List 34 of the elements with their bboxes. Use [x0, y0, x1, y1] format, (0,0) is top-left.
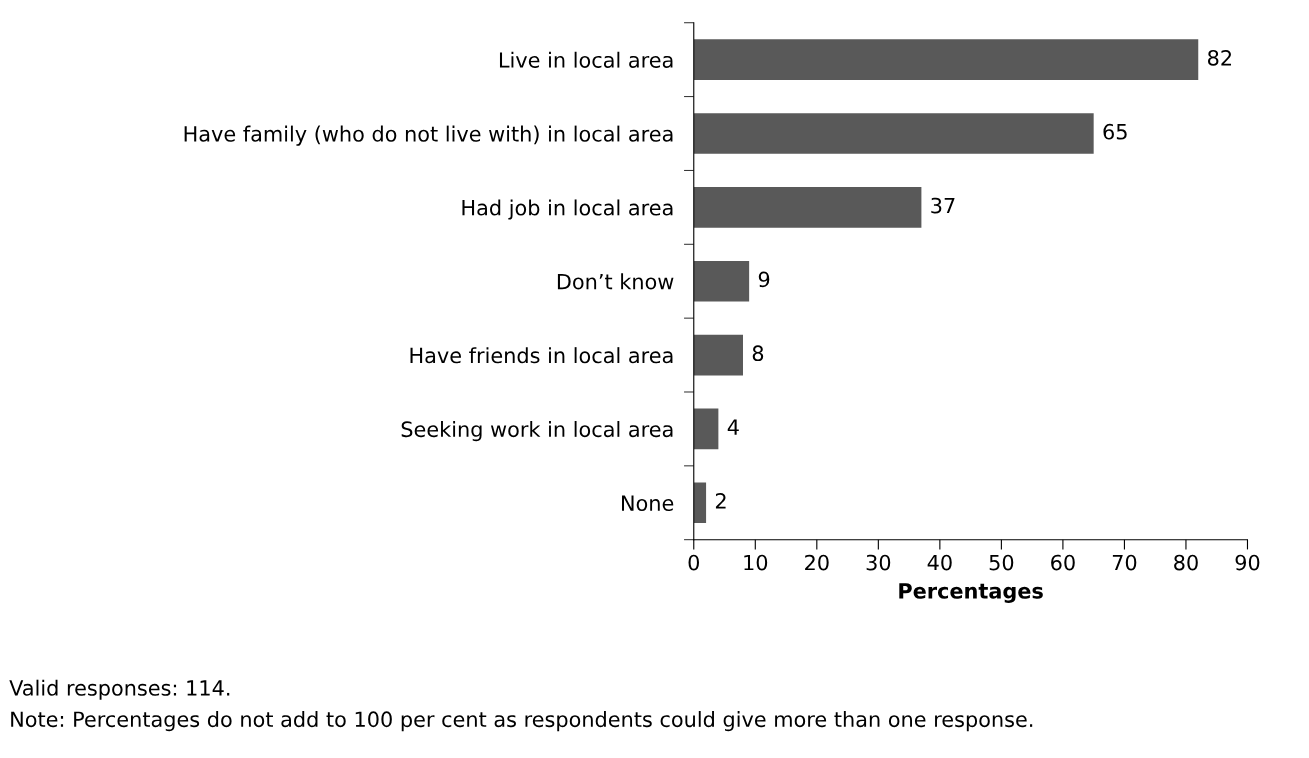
data-label: 82: [1208, 49, 1232, 66]
bar: [693, 39, 1199, 80]
y-tick-label: Have family (who do not live with) in local area: [184, 125, 673, 146]
data-label: 9: [758, 271, 770, 288]
x-tick-label: 90: [1235, 554, 1260, 571]
y-tick-label: Have friends in local area: [410, 347, 673, 364]
data-label: 65: [1103, 123, 1127, 140]
x-axis-title: Percentages: [899, 583, 1043, 603]
text: Note: Percentages do not add to 100 per cent as respondents could give more than one response.: [11, 711, 1033, 732]
bar: [693, 260, 750, 302]
y-tick-label: Live in local area: [499, 51, 673, 68]
y-tick-label: None: [622, 495, 674, 511]
x-tick-label: 80: [1174, 554, 1198, 571]
bar: [693, 408, 719, 450]
bar: [693, 482, 707, 524]
data-label: 37: [931, 197, 955, 214]
text: Valid responses: 114.: [9, 679, 230, 700]
data-label: 4: [727, 419, 739, 435]
x-tick-label: 40: [927, 554, 952, 571]
bar: [693, 187, 922, 228]
bar: [693, 113, 1094, 154]
x-tick-label: 0: [688, 554, 700, 571]
x-tick-label: 20: [805, 554, 829, 571]
bar: [693, 334, 743, 376]
y-tick-label: Seeking work in local area: [401, 421, 673, 442]
x-tick-label: 60: [1051, 554, 1075, 571]
x-tick-label: 50: [989, 554, 1014, 571]
data-label: 2: [715, 493, 726, 509]
data-label: 8: [752, 345, 764, 362]
x-tick-label: 70: [1112, 554, 1137, 571]
x-tick-label: 10: [744, 554, 768, 571]
y-tick-label: Had job in local area: [462, 199, 673, 220]
y-tick-label: Don’t know: [557, 273, 674, 290]
x-tick-label: 30: [866, 554, 891, 571]
